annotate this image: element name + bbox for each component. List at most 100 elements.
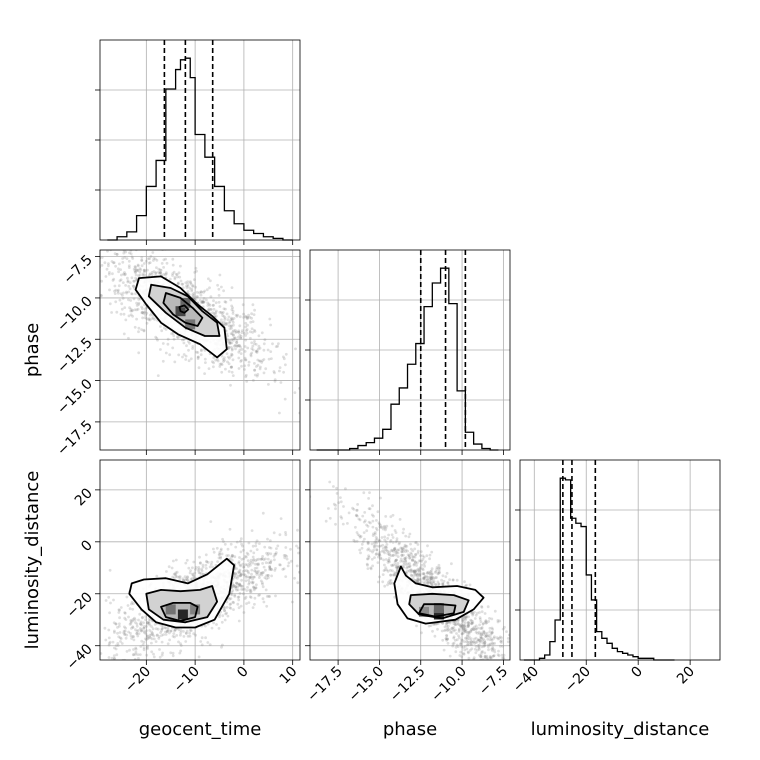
scatter-point: [160, 627, 164, 631]
scatter-point: [275, 547, 278, 550]
scatter-point: [194, 566, 198, 569]
scatter-point: [184, 281, 188, 285]
scatter-point: [238, 348, 242, 352]
density-cell: [165, 604, 176, 615]
scatter-point: [307, 544, 310, 547]
scatter-point: [483, 621, 487, 624]
scatter-point: [462, 626, 466, 630]
scatter-point: [395, 539, 399, 543]
scatter-point: [259, 571, 263, 575]
scatter-point: [402, 527, 405, 531]
scatter-point: [128, 622, 132, 626]
scatter-point: [250, 312, 254, 316]
scatter-point: [449, 630, 452, 634]
scatter-point: [118, 608, 121, 612]
scatter-point: [488, 643, 492, 647]
scatter-point: [467, 651, 470, 655]
scatter-point: [339, 515, 343, 518]
scatter-point: [490, 637, 494, 641]
scatter-point: [235, 567, 239, 570]
scatter-point: [229, 324, 233, 328]
scatter-point: [217, 556, 221, 560]
scatter-point: [224, 367, 227, 371]
scatter-point: [88, 276, 91, 279]
scatter-point: [252, 313, 256, 316]
scatter-point: [126, 276, 129, 280]
scatter-point: [394, 549, 398, 552]
scatter-point: [114, 647, 118, 651]
scatter-point: [416, 567, 420, 571]
scatter-point: [244, 314, 248, 318]
scatter-point: [255, 583, 258, 587]
scatter-point: [463, 628, 467, 632]
scatter-point: [132, 279, 136, 283]
scatter-point: [541, 661, 544, 664]
scatter-point: [371, 519, 375, 523]
scatter-point: [181, 282, 185, 286]
scatter-point: [481, 650, 484, 653]
scatter-point: [134, 273, 138, 277]
scatter-point: [457, 628, 461, 632]
density-cell: [433, 603, 444, 614]
scatter-point: [71, 249, 74, 252]
scatter-point: [124, 618, 128, 621]
scatter-point: [171, 346, 175, 350]
scatter-point: [385, 543, 389, 546]
x-axis-label-geocent-time: geocent_time: [139, 719, 262, 740]
scatter-point: [356, 533, 360, 536]
scatter-point: [255, 374, 259, 378]
scatter-point: [385, 546, 389, 549]
scatter-point: [106, 246, 109, 249]
scatter-point: [433, 571, 437, 574]
scatter-point: [410, 569, 414, 573]
scatter-point: [112, 277, 116, 281]
scatter-point: [142, 640, 146, 644]
scatter-point: [223, 318, 227, 321]
scatter-point: [499, 644, 502, 648]
scatter-point: [276, 544, 280, 548]
scatter-point: [465, 640, 468, 644]
scatter-point: [191, 345, 195, 348]
scatter-point: [166, 642, 170, 646]
scatter-point: [386, 537, 389, 540]
scatter-point: [463, 626, 467, 630]
scatter-point: [229, 318, 233, 322]
scatter-point: [282, 554, 286, 557]
scatter-point: [209, 308, 213, 311]
scatter-point: [192, 292, 196, 295]
scatter-point: [134, 646, 138, 650]
scatter-point: [430, 578, 433, 582]
scatter-point: [253, 342, 256, 346]
scatter-point: [244, 579, 248, 583]
scatter-point: [114, 288, 118, 292]
scatter-point: [493, 635, 496, 639]
scatter-point: [187, 340, 190, 343]
scatter-point: [244, 574, 248, 577]
scatter-point: [237, 619, 241, 623]
scatter-point: [238, 592, 242, 595]
scatter-point: [479, 636, 483, 640]
scatter-point: [239, 336, 243, 340]
scatter-point: [417, 568, 421, 572]
scatter-point: [147, 261, 151, 265]
histogram-steps: [107, 57, 293, 241]
scatter-point: [324, 519, 328, 523]
scatter-point: [480, 605, 484, 609]
scatter-point: [473, 610, 476, 614]
scatter-point: [490, 631, 494, 635]
scatter-point: [483, 651, 487, 655]
scatter-point: [383, 563, 386, 567]
scatter-point: [267, 551, 270, 555]
scatter-point: [404, 558, 407, 561]
scatter-point: [224, 307, 227, 311]
scatter-point: [234, 576, 238, 579]
scatter-point: [258, 576, 261, 579]
scatter-point: [251, 303, 255, 307]
scatter-point: [472, 640, 475, 644]
scatter-point: [144, 618, 147, 621]
scatter-point: [400, 548, 404, 552]
scatter-point: [500, 639, 503, 643]
scatter-point: [216, 358, 219, 361]
scatter-point: [203, 289, 207, 293]
y-tick-label: −7.5: [60, 252, 95, 287]
